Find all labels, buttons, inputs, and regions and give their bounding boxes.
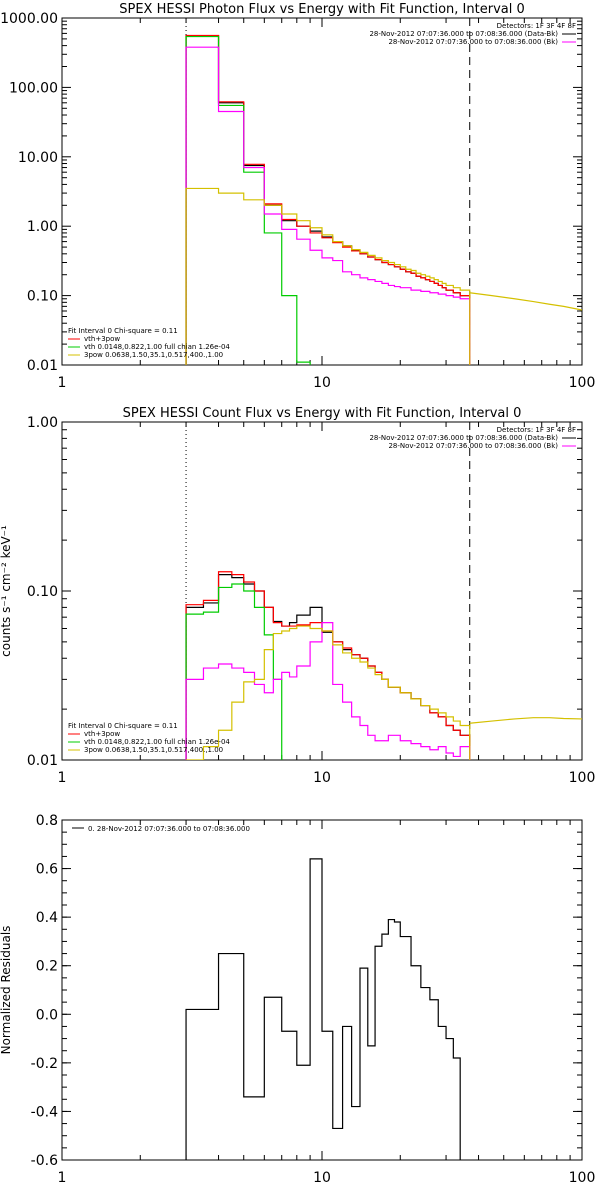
- x-tick-label: 100: [569, 1170, 596, 1186]
- series-line-0: [185, 858, 461, 1160]
- chart-title: SPEX HESSI Count Flux vs Energy with Fit…: [123, 406, 522, 421]
- residuals-panel: Normalized Residuals 1 10 100 -0.6 -0.4 -0.2 0.…: [0, 813, 595, 1186]
- legend-entry: Fit Interval 0 Chi-square = 0.11: [68, 722, 178, 730]
- series-line-3: [185, 46, 471, 365]
- series-line-5: [469, 717, 582, 724]
- series-line-4: [186, 625, 471, 760]
- x-tick-label: 10: [313, 770, 331, 786]
- y-tick-label: 0.01: [27, 358, 58, 374]
- x-tick-label: 100: [569, 375, 596, 391]
- y-tick-label: 0.2: [36, 959, 58, 975]
- legend-entry: Fit Interval 0 Chi-square = 0.11: [68, 327, 178, 335]
- plot-frame: [61, 17, 583, 366]
- x-tick-label: 1: [58, 375, 67, 391]
- y-tick-label: 10.00: [18, 150, 58, 166]
- x-tick-label: 1: [58, 770, 67, 786]
- legend-entry: vth 0.0148,0.822,1.00 full chian 1.26e-0…: [84, 738, 230, 746]
- series-line-1: [185, 34, 471, 365]
- legend-entry: 28-Nov-2012 07:07:36.000 to 07:08:36.000…: [388, 442, 558, 450]
- y-tick-label: 1.00: [27, 415, 58, 431]
- legend-entry: 0. 28-Nov-2012 07:07:36.000 to 07:08:36.…: [88, 825, 250, 833]
- plot-area: [185, 34, 582, 365]
- legend-entry: 3pow 0.0638,1.50,35.1,0.517,400.,1.00: [84, 351, 223, 359]
- y-tick-label: 1.00: [27, 219, 58, 235]
- y-tick-label: 0.6: [36, 862, 58, 878]
- series-line-5: [469, 292, 582, 311]
- legend-entry: vth+3pow: [84, 730, 120, 738]
- x-tick-label: 100: [569, 770, 596, 786]
- legend-entry: vth 0.0148,0.822,1.00 full chian 1.26e-0…: [84, 343, 230, 351]
- x-tick-label: 10: [313, 375, 331, 391]
- plot-area: [185, 571, 582, 760]
- legend-entry: 3pow 0.0638,1.50,35.1,0.517,400.,1.00: [84, 746, 223, 754]
- y-axis-label: Normalized Residuals: [0, 926, 13, 1055]
- y-tick-label: -0.6: [31, 1153, 58, 1169]
- y-tick-label: 1000.00: [0, 11, 58, 27]
- y-tick-label: 0.10: [27, 289, 58, 305]
- plot-frame: [61, 421, 583, 761]
- series-line-2: [185, 35, 311, 365]
- legend-entry: 28-Nov-2012 07:07:36.000 to 07:08:36.000…: [369, 30, 558, 38]
- legend-entry: Detectors: 1F 3F 4F 8F: [497, 426, 576, 434]
- x-tick-label: 1: [58, 1170, 67, 1186]
- y-tick-label: 0.01: [27, 753, 58, 769]
- plot-area: [185, 858, 461, 1160]
- y-tick-label: 0.4: [36, 910, 58, 926]
- y-tick-label: 0.8: [36, 813, 58, 829]
- legend-entry: 28-Nov-2012 07:07:36.000 to 07:08:36.000…: [388, 38, 558, 46]
- x-tick-label: 10: [313, 1170, 331, 1186]
- count-flux-panel: SPEX HESSI Count Flux vs Energy with Fit…: [0, 406, 595, 786]
- photon-flux-panel: SPEX HESSI Photon Flux vs Energy with Fi…: [0, 2, 595, 391]
- y-tick-label: 100.00: [9, 80, 58, 96]
- series-line-0: [185, 35, 471, 365]
- legend-entry: Detectors: 1F 3F 4F 8F: [497, 22, 576, 30]
- y-axis-label: counts s⁻¹ cm⁻² keV⁻¹: [0, 525, 13, 657]
- y-tick-label: 0.0: [36, 1007, 58, 1023]
- legend-entry: vth+3pow: [84, 335, 120, 343]
- series-line-4: [185, 187, 471, 365]
- y-tick-label: 0.10: [27, 584, 58, 600]
- series-line-1: [185, 571, 471, 760]
- series-line-3: [185, 622, 471, 760]
- series-line-0: [185, 574, 471, 760]
- y-tick-label: -0.2: [31, 1056, 58, 1072]
- chart-title: SPEX HESSI Photon Flux vs Energy with Fi…: [119, 2, 525, 17]
- series-line-2: [185, 583, 283, 760]
- y-tick-label: -0.4: [31, 1104, 58, 1120]
- legend-entry: 28-Nov-2012 07:07:36.000 to 07:08:36.000…: [369, 434, 558, 442]
